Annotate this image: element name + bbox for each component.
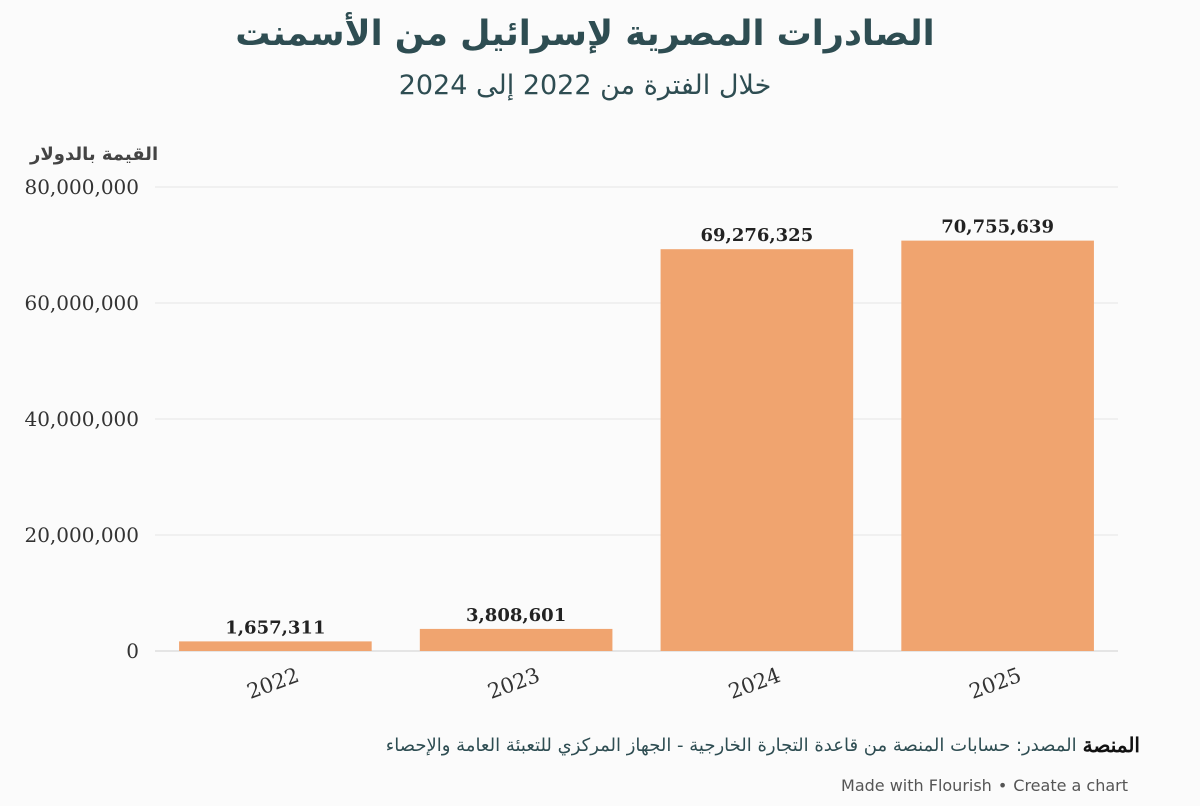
x-tick-label: 2022 [244,663,302,704]
data-label: 70,755,639 [941,217,1054,238]
flourish-credit: Made with Flourish • Create a chart [841,776,1128,795]
made-with-link[interactable]: Made with Flourish [841,776,992,795]
y-tick-label: 20,000,000 [24,523,139,547]
credit-separator: • [997,776,1008,795]
y-tick-label: 0 [126,639,139,663]
data-label: 3,808,601 [466,605,566,626]
data-label: 1,657,311 [225,617,325,638]
logo: المنصة [1082,733,1140,757]
x-tick-label: 2023 [485,663,543,704]
bar-2022 [179,641,372,651]
bar-2023 [419,628,613,651]
data-label: 69,276,325 [701,225,814,246]
y-tick-label: 60,000,000 [24,291,139,315]
y-tick-label: 80,000,000 [24,175,139,199]
source-footer: المنصة المصدر: حسابات المنصة من قاعدة ال… [386,733,1140,757]
chart-title: الصادرات المصرية لإسرائيل من الأسمنت [235,14,935,54]
source-text: المصدر: حسابات المنصة من قاعدة التجارة ا… [385,734,1077,756]
bar-chart: 0 20,000,000 40,000,000 60,000,000 80,000,00… [24,175,1118,704]
y-tick-label: 40,000,000 [24,407,139,431]
bar-2024 [660,249,854,651]
x-tick-label: 2025 [966,663,1024,704]
y-axis-label: القيمة بالدولار [30,144,159,165]
bar-2025 [901,240,1094,651]
create-chart-link[interactable]: Create a chart [1013,776,1128,795]
x-tick-label: 2024 [725,663,783,704]
chart-subtitle: خلال الفترة من 2022 إلى 2024 [398,70,772,101]
